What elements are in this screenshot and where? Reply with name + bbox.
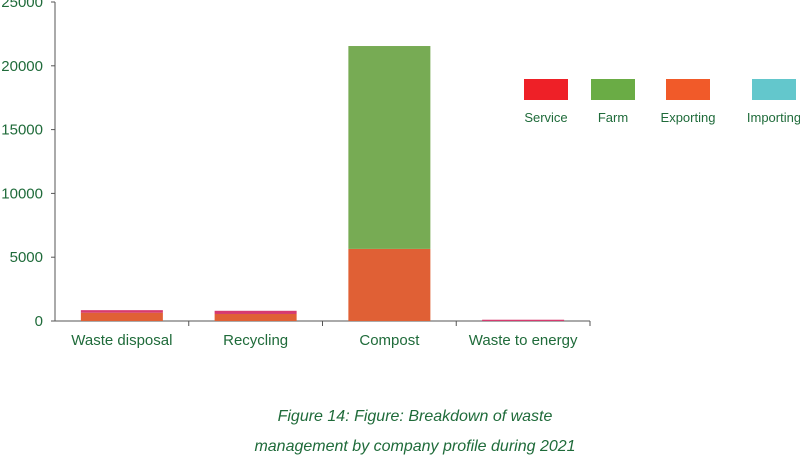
bar-segment bbox=[348, 248, 431, 321]
bar-segment bbox=[80, 310, 163, 313]
y-tick-label: 15000 bbox=[1, 122, 43, 139]
y-tick-label: 25000 bbox=[1, 0, 43, 11]
legend-label: Service bbox=[524, 110, 567, 125]
legend-swatch bbox=[524, 79, 568, 100]
legend-swatch bbox=[591, 79, 635, 100]
bar-segment bbox=[482, 319, 565, 321]
x-category-label: Waste to energy bbox=[469, 332, 578, 349]
legend-label: Importing bbox=[747, 110, 800, 125]
y-tick-label: 5000 bbox=[10, 249, 43, 266]
legend-label: Exporting bbox=[661, 110, 716, 125]
y-tick-label: 20000 bbox=[1, 58, 43, 75]
bar-segment bbox=[348, 46, 431, 249]
bar-segment bbox=[80, 312, 163, 321]
figure-caption-line-1: Figure 14: Figure: Breakdown of waste bbox=[277, 408, 553, 425]
bar-segment bbox=[214, 313, 297, 321]
y-tick-label: 0 bbox=[35, 313, 43, 330]
bar-segment bbox=[214, 310, 297, 314]
legend-swatch bbox=[752, 79, 796, 100]
y-tick-label: 10000 bbox=[1, 185, 43, 202]
x-category-label: Compost bbox=[359, 332, 420, 349]
x-category-label: Recycling bbox=[223, 332, 288, 349]
figure-caption-line-2: management by company profile during 202… bbox=[254, 438, 576, 455]
legend-swatch bbox=[666, 79, 710, 100]
x-category-label: Waste disposal bbox=[71, 332, 172, 349]
legend-label: Farm bbox=[598, 110, 628, 125]
